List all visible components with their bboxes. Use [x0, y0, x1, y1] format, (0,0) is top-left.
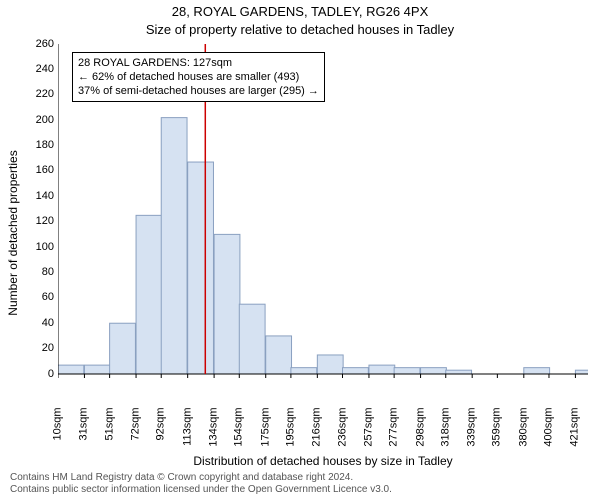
y-tick-label: 180 [14, 140, 54, 151]
footer-attribution: Contains HM Land Registry data © Crown c… [10, 472, 392, 496]
histogram-bar [188, 162, 214, 374]
x-tick-label: 31sqm [79, 408, 90, 458]
histogram-bar [110, 323, 136, 374]
annotation-line2: ← 62% of detached houses are smaller (49… [78, 70, 319, 84]
chart-container: 28, ROYAL GARDENS, TADLEY, RG26 4PX Size… [0, 0, 600, 500]
x-tick-label: 51sqm [104, 408, 115, 458]
histogram-bar [421, 368, 447, 374]
x-tick-label: 195sqm [285, 408, 296, 458]
histogram-bar [394, 368, 420, 374]
footer-line1: Contains HM Land Registry data © Crown c… [10, 472, 392, 484]
y-tick-label: 260 [14, 39, 54, 50]
x-tick-label: 339sqm [467, 408, 478, 458]
y-tick-label: 40 [14, 318, 54, 329]
histogram-bar [161, 118, 187, 374]
x-tick-label: 72sqm [131, 408, 142, 458]
y-axis-label: Number of detached properties [6, 44, 22, 422]
histogram-bar [266, 336, 292, 374]
histogram-bar [446, 370, 472, 374]
y-tick-label: 240 [14, 64, 54, 75]
x-tick-label: 216sqm [312, 408, 323, 458]
x-tick-label: 359sqm [492, 408, 503, 458]
x-tick-label: 154sqm [234, 408, 245, 458]
annotation-line3: 37% of semi-detached houses are larger (… [78, 84, 319, 98]
chart-title-line2: Size of property relative to detached ho… [0, 22, 600, 37]
x-tick-label: 318sqm [440, 408, 451, 458]
y-tick-label: 120 [14, 216, 54, 227]
x-tick-label: 175sqm [260, 408, 271, 458]
histogram-bar [575, 370, 588, 374]
histogram-bar [136, 215, 162, 374]
footer-line2: Contains public sector information licen… [10, 484, 392, 496]
x-tick-label: 10sqm [53, 408, 64, 458]
histogram-bar [291, 368, 317, 374]
annotation-box: 28 ROYAL GARDENS: 127sqm ← 62% of detach… [72, 52, 325, 102]
y-tick-label: 0 [14, 369, 54, 380]
y-tick-label: 20 [14, 343, 54, 354]
x-tick-label: 236sqm [337, 408, 348, 458]
x-axis-label: Distribution of detached houses by size … [58, 454, 588, 468]
x-tick-label: 400sqm [543, 408, 554, 458]
chart-title-line1: 28, ROYAL GARDENS, TADLEY, RG26 4PX [0, 4, 600, 19]
y-tick-label: 160 [14, 165, 54, 176]
y-tick-label: 80 [14, 267, 54, 278]
histogram-bar [84, 365, 110, 374]
histogram-bar [343, 368, 369, 374]
annotation-line1: 28 ROYAL GARDENS: 127sqm [78, 56, 319, 70]
x-tick-label: 277sqm [389, 408, 400, 458]
x-tick-label: 92sqm [156, 408, 167, 458]
y-tick-label: 220 [14, 89, 54, 100]
y-tick-label: 60 [14, 292, 54, 303]
x-tick-label: 298sqm [415, 408, 426, 458]
histogram-bar [317, 355, 343, 374]
x-tick-label: 134sqm [209, 408, 220, 458]
histogram-bar [214, 234, 240, 374]
x-tick-label: 421sqm [570, 408, 581, 458]
y-tick-label: 200 [14, 115, 54, 126]
histogram-bar [524, 368, 550, 374]
y-tick-label: 140 [14, 191, 54, 202]
histogram-bar [239, 304, 265, 374]
histogram-bar [58, 365, 84, 374]
x-tick-label: 113sqm [182, 408, 193, 458]
x-tick-label: 380sqm [518, 408, 529, 458]
x-tick-label: 257sqm [363, 408, 374, 458]
y-tick-label: 100 [14, 242, 54, 253]
histogram-bar [369, 365, 395, 374]
